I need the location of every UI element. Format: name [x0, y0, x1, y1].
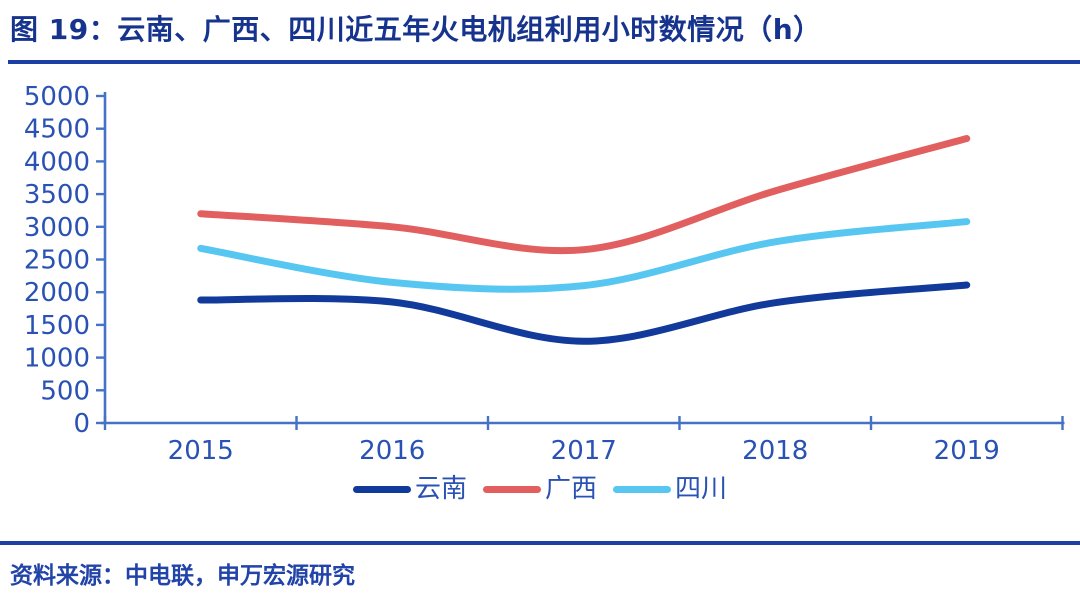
x-tick-label: 2018 — [742, 436, 808, 466]
figure-title: 图 19：云南、广西、四川近五年火电机组利用小时数情况（h） — [10, 13, 822, 46]
legend-label-sichuan: 四川 — [675, 474, 728, 504]
yunnan-line-swatch — [352, 485, 411, 493]
legend-item-yunnan: 云南 — [352, 474, 467, 504]
series-line-guangxi — [197, 135, 971, 255]
y-tick-label: 2000 — [24, 278, 90, 308]
guangxi-line-swatch — [482, 485, 541, 493]
series-line-sichuan — [197, 218, 971, 293]
legend-item-sichuan: 四川 — [613, 476, 727, 502]
y-tick-label: 4000 — [24, 147, 90, 177]
x-tick-label: 2019 — [934, 436, 1000, 466]
x-tick-label: 2015 — [168, 436, 234, 466]
chart-legend: 云南 广西 四川 — [0, 476, 1080, 502]
y-tick-label: 4500 — [24, 115, 90, 145]
legend-item-guangxi: 广西 — [482, 474, 597, 504]
y-tick-label: 1500 — [24, 311, 90, 341]
source-note: 资料来源：中电联，申万宏源研究 — [10, 563, 355, 589]
sichuan-line-swatch — [613, 485, 671, 493]
x-tick-label: 2017 — [551, 436, 617, 466]
legend-label-guangxi: 广西 — [544, 474, 597, 504]
y-tick-label: 5000 — [24, 82, 90, 112]
bottom-divider — [0, 541, 1080, 545]
legend-label-yunnan: 云南 — [414, 474, 467, 504]
y-tick-label: 2500 — [24, 246, 90, 276]
series-line-yunnan — [197, 281, 971, 345]
y-tick-label: 1000 — [24, 344, 90, 374]
y-tick-label: 3000 — [24, 213, 90, 243]
y-tick-label: 0 — [73, 409, 90, 439]
top-divider — [8, 60, 1080, 64]
y-tick-label: 3500 — [24, 180, 90, 210]
y-tick-label: 500 — [40, 376, 90, 406]
x-tick-label: 2016 — [359, 436, 425, 466]
axis-lines — [101, 92, 1065, 425]
